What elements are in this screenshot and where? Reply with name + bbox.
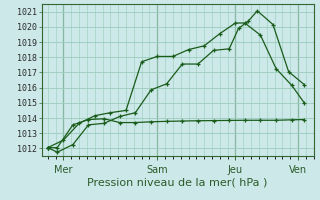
X-axis label: Pression niveau de la mer( hPa ): Pression niveau de la mer( hPa ) bbox=[87, 178, 268, 188]
